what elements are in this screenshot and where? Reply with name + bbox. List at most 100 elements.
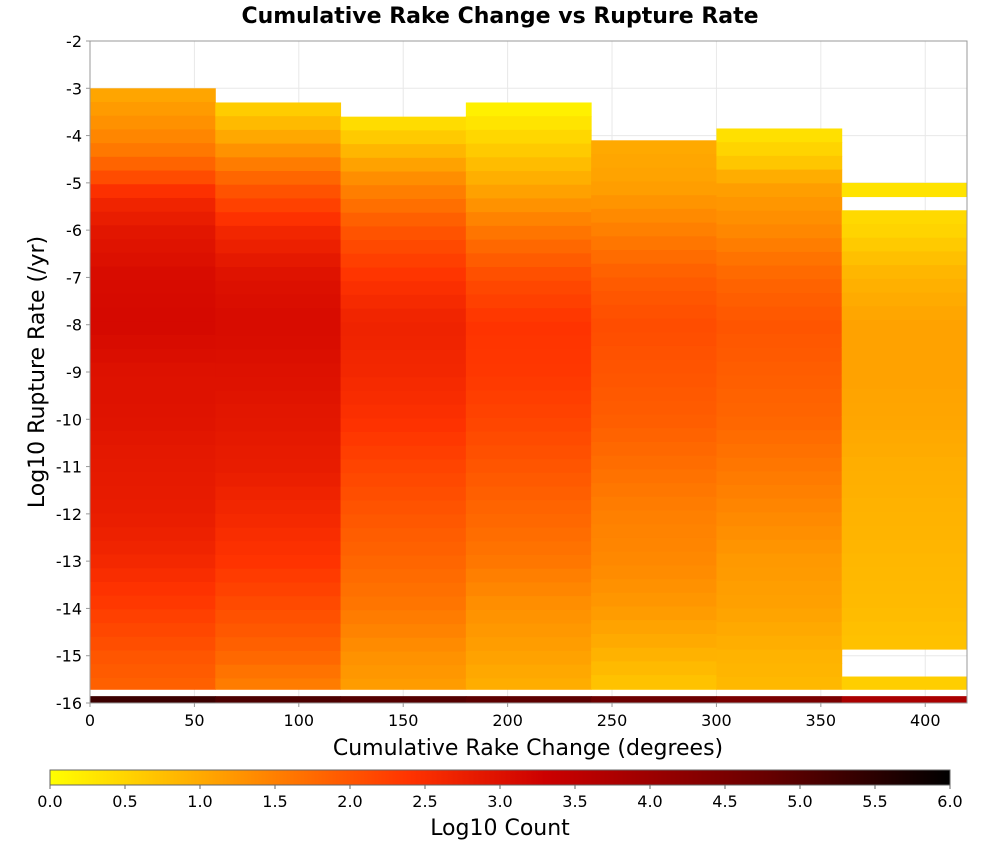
heatmap-cell xyxy=(716,443,843,459)
heatmap-cell xyxy=(841,566,968,582)
colorbar-tick-label: 5.5 xyxy=(862,792,887,811)
heatmap-cell xyxy=(90,568,216,583)
heatmap-cell xyxy=(591,483,717,498)
heatmap-cell xyxy=(340,185,467,200)
heatmap-cell xyxy=(215,239,342,254)
heatmap-cell xyxy=(215,486,342,501)
heatmap-cell xyxy=(716,622,843,637)
x-tick-label: 400 xyxy=(910,711,941,730)
heatmap-cell xyxy=(716,251,843,267)
heatmap-cell xyxy=(465,143,592,158)
heatmap-cell xyxy=(90,211,216,226)
heatmap-cell xyxy=(90,636,216,652)
heatmap-cell xyxy=(340,349,467,364)
y-axis-label: Log10 Rupture Rate (/yr) xyxy=(25,236,50,508)
heatmap-cell xyxy=(90,184,216,199)
heatmap-cell xyxy=(340,678,467,690)
heatmap-cell xyxy=(340,198,467,214)
heatmap-cell xyxy=(716,155,843,171)
heatmap-cell xyxy=(215,623,342,638)
y-tick-label: -3 xyxy=(66,79,82,98)
heatmap-cell xyxy=(215,459,342,474)
heatmap-cell xyxy=(340,404,467,419)
heatmap-cell xyxy=(716,608,843,623)
heatmap-cell xyxy=(716,320,843,335)
heatmap-cell xyxy=(215,308,342,323)
y-tick-label: -14 xyxy=(56,599,82,618)
heatmap-cell xyxy=(465,253,592,268)
heatmap-cell xyxy=(841,388,968,403)
heatmap-cell xyxy=(340,651,467,666)
heatmap-cell xyxy=(465,157,592,172)
heatmap-cell xyxy=(716,594,843,609)
heatmap-cell xyxy=(841,484,968,499)
heatmap-cell xyxy=(90,307,216,322)
heatmap-cell xyxy=(716,635,843,651)
heatmap-cell xyxy=(465,102,592,117)
heatmap-cell xyxy=(90,376,216,391)
heatmap-cell xyxy=(340,130,467,145)
heatmap-cell xyxy=(716,238,843,253)
heatmap-cell xyxy=(90,540,216,556)
heatmap-cell xyxy=(591,250,717,265)
heatmap-cell xyxy=(841,553,968,568)
heatmap-cell xyxy=(340,157,467,173)
heatmap-cell xyxy=(465,280,592,295)
x-tick-label: 350 xyxy=(806,711,837,730)
heatmap-cell xyxy=(215,349,342,364)
heatmap-cell xyxy=(841,621,968,636)
heatmap-cell xyxy=(841,265,968,280)
x-tick-label: 150 xyxy=(388,711,419,730)
heatmap-cell xyxy=(591,373,717,388)
heatmap-cell xyxy=(340,308,467,323)
heatmap-cell xyxy=(340,267,467,282)
colorbar-tick-label: 2.0 xyxy=(337,792,362,811)
heatmap-cell xyxy=(340,336,467,351)
heatmap-cell xyxy=(340,541,467,556)
heatmap-cell xyxy=(465,184,592,199)
heatmap-cell xyxy=(340,377,467,392)
heatmap-cell xyxy=(716,676,843,690)
y-tick-label: -2 xyxy=(66,32,82,51)
heatmap-cell xyxy=(591,510,717,525)
heatmap-cell xyxy=(215,253,342,268)
heatmap-cell xyxy=(841,429,968,444)
heatmap-cell xyxy=(465,486,592,501)
heatmap-cell-bottom xyxy=(591,696,717,703)
colorbar-tick-label: 4.5 xyxy=(712,792,737,811)
heatmap-cell xyxy=(90,623,216,638)
heatmap-cell xyxy=(841,306,968,321)
heatmap-cell xyxy=(591,400,717,416)
heatmap-cell xyxy=(591,647,717,662)
heatmap-cell xyxy=(215,554,342,570)
heatmap-cell xyxy=(465,500,592,515)
heatmap-cell xyxy=(465,678,592,690)
heatmap-cell xyxy=(716,197,843,212)
heatmap-cell xyxy=(716,430,843,445)
heatmap-cell xyxy=(841,607,968,623)
heatmap-cell xyxy=(90,527,216,542)
heatmap-cell xyxy=(841,292,968,307)
heatmap-cell xyxy=(591,140,717,155)
heatmap-cell xyxy=(90,239,216,254)
heatmap-cell xyxy=(340,445,467,460)
y-axis-ticks: -2 -3 -4 -5 -6 -7 -8 -9 -10 -11 -12 -13 -14 -15 -16 xyxy=(56,32,90,713)
heatmap-cell xyxy=(90,88,216,103)
heatmap-cell xyxy=(841,333,968,348)
heatmap-cell xyxy=(465,129,592,145)
heatmap-cell xyxy=(465,417,592,433)
heatmap-cell xyxy=(465,198,592,213)
heatmap-cell xyxy=(591,304,717,320)
heatmap-cell xyxy=(215,267,342,282)
heatmap-cell xyxy=(591,551,717,566)
heatmap-cell xyxy=(841,539,968,554)
heatmap-cell xyxy=(340,459,467,474)
heatmap-cell xyxy=(841,511,968,527)
heatmap-cell xyxy=(90,321,216,336)
heatmap-cell xyxy=(591,441,717,457)
heatmap-cell xyxy=(465,267,592,282)
heatmap-cell xyxy=(465,321,592,337)
heatmap-cell xyxy=(591,332,717,347)
heatmap-cell xyxy=(465,623,592,638)
colorbar-tick-label: 6.0 xyxy=(937,792,962,811)
